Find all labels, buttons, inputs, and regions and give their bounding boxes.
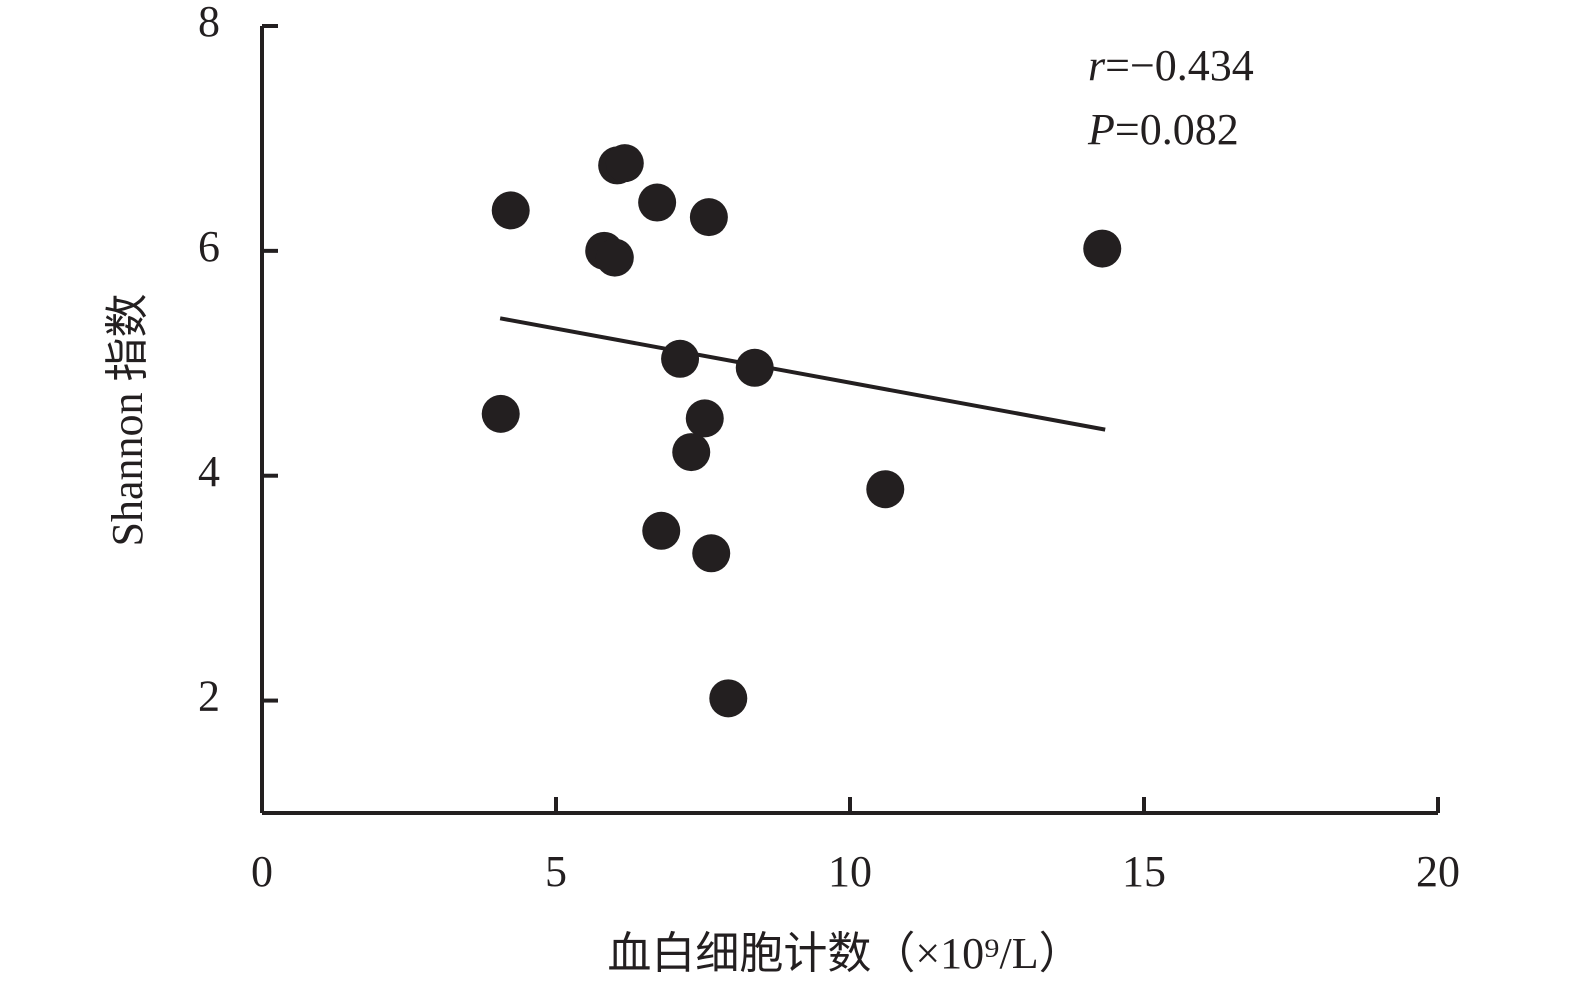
annotation-part: P [1087,105,1115,154]
annotation-part: r [1088,41,1106,90]
point [735,348,774,387]
trend-line [499,316,1106,432]
point [689,198,728,237]
annotation-part: =0.082 [1115,105,1239,154]
y-axis-label: Shannon 指数 [103,294,152,547]
point [685,399,724,438]
annotation: P=0.082 [1087,105,1239,154]
point [595,238,634,277]
point [661,339,700,378]
y-tick-label: 4 [198,447,220,496]
x-tick-label: 15 [1122,847,1166,896]
point [491,191,530,230]
point [605,144,644,183]
point [692,534,731,573]
point [638,183,677,222]
x-axis-label: 血白细胞计数（×10⁹/L） [607,929,1082,978]
y-tick-label: 6 [198,222,220,271]
point [866,470,905,509]
point [709,679,748,718]
annotation: r=−0.434 [1088,41,1254,90]
annotation-part: =−0.434 [1105,41,1254,90]
y-tick-label: 2 [198,672,220,721]
point [642,511,681,550]
x-tick-label: 10 [828,847,872,896]
x-tick-label: 5 [545,847,567,896]
x-tick-label: 20 [1416,847,1460,896]
point [481,394,520,433]
point [1083,229,1122,268]
point [672,433,711,472]
x-tick-label: 0 [251,847,273,896]
y-tick-label: 8 [198,0,220,46]
